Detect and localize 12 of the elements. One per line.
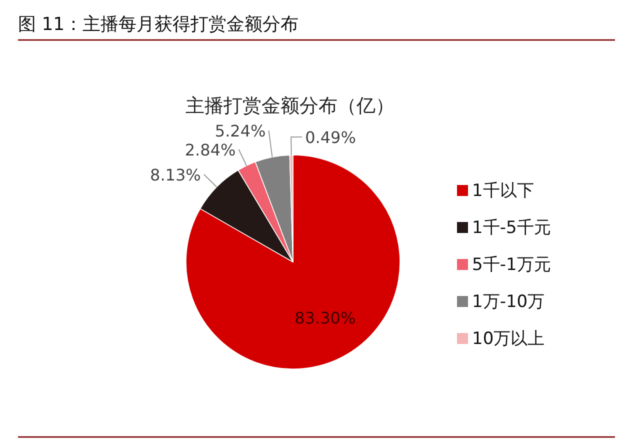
data-label: 0.49%: [305, 128, 356, 148]
legend-label: 10万以上: [472, 329, 545, 349]
chart-subtitle: 主播打赏金额分布（亿）: [186, 95, 394, 117]
data-label: 5.24%: [214, 121, 266, 140]
chart-title: 图 11：主播每月获得打赏金额分布: [18, 14, 299, 35]
legend-label: 1千-5千元: [472, 218, 551, 238]
data-label: 2.84%: [184, 140, 236, 160]
legend-label: 5千-1万元: [472, 255, 551, 275]
data-label: 8.13%: [150, 165, 201, 184]
data-label: 83.30%: [294, 308, 356, 328]
legend-label: 1万-10万: [472, 292, 545, 312]
legend-label: 1千以下: [472, 181, 534, 201]
